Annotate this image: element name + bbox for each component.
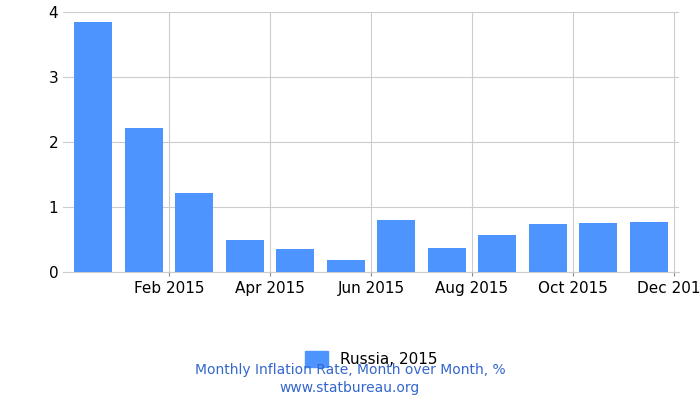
Bar [327,260,365,272]
Bar [428,248,466,272]
Bar [226,240,264,272]
Legend: Russia, 2015: Russia, 2015 [299,345,443,374]
Bar [630,222,668,272]
Bar [175,193,214,272]
Bar [125,128,162,272]
Bar [478,235,516,272]
Text: Monthly Inflation Rate, Month over Month, %: Monthly Inflation Rate, Month over Month… [195,363,505,377]
Bar [528,224,567,272]
Text: www.statbureau.org: www.statbureau.org [280,381,420,395]
Bar [74,22,112,272]
Bar [580,223,617,272]
Bar [377,220,415,272]
Bar [276,248,314,272]
